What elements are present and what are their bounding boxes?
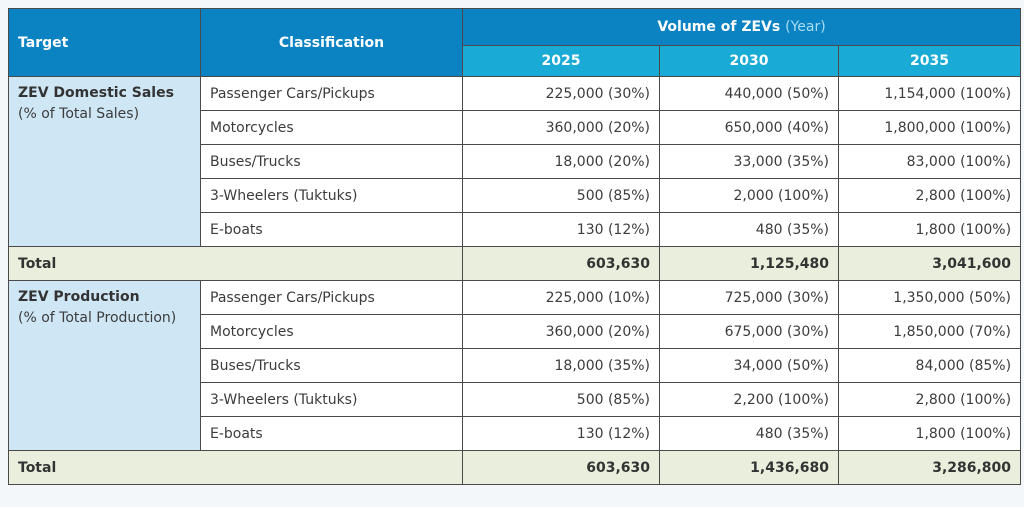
total-value: 603,630 — [462, 246, 660, 281]
value-cell: 130 (12%) — [462, 416, 660, 451]
value-cell: 500 (85%) — [462, 382, 660, 417]
total-row: Total 603,630 1,436,680 3,286,800 — [8, 450, 1022, 485]
value-cell: 650,000 (40%) — [659, 110, 839, 145]
value-cell: 1,800 (100%) — [837, 212, 1022, 247]
classification-cell: Buses/Trucks — [200, 144, 463, 179]
table-row: ZEV Production (% of Total Production) Pas… — [8, 280, 1022, 451]
classification-cell: Passenger Cars/Pickups — [200, 280, 463, 315]
total-row: Total 603,630 1,125,480 3,041,600 — [8, 246, 1022, 281]
classification-cell: Motorcycles — [200, 314, 463, 349]
table-row: 3-Wheelers (Tuktuks) 500 (85%) 2,200 (100%… — [9, 382, 1022, 417]
header-volume-title: Volume of ZEVs — [657, 19, 781, 35]
classification-cell: 3-Wheelers (Tuktuks) — [200, 382, 463, 417]
classification-cell: Buses/Trucks — [200, 348, 463, 383]
total-value: 3,041,600 — [837, 246, 1022, 281]
value-cell: 225,000 (10%) — [462, 280, 660, 315]
header-year-2035: 2035 — [837, 45, 1022, 77]
header-target: Target — [8, 8, 201, 77]
target-subtitle: (% of Total Production) — [18, 310, 177, 326]
value-cell: 1,850,000 (70%) — [837, 314, 1022, 349]
value-cell: 360,000 (20%) — [462, 314, 660, 349]
total-value: 603,630 — [462, 450, 660, 485]
table-row: Buses/Trucks 18,000 (35%) 34,000 (50%) 84,0… — [9, 348, 1022, 383]
target-cell: ZEV Domestic Sales (% of Total Sales) — [8, 76, 201, 247]
value-cell: 83,000 (100%) — [837, 144, 1022, 179]
total-value: 1,125,480 — [659, 246, 839, 281]
classification-cell: E-boats — [200, 212, 463, 247]
zev-targets-table: Target Classification Volume of ZEVs (Ye… — [8, 8, 1022, 485]
value-cell: 480 (35%) — [659, 416, 839, 451]
value-cell: 1,350,000 (50%) — [837, 280, 1022, 315]
value-cell: 84,000 (85%) — [837, 348, 1022, 383]
classification-cell: E-boats — [200, 416, 463, 451]
target-subtitle: (% of Total Sales) — [18, 106, 140, 122]
classification-cell: Passenger Cars/Pickups — [200, 76, 463, 111]
total-value: 1,436,680 — [659, 450, 839, 485]
value-cell: 18,000 (20%) — [462, 144, 660, 179]
table-row: Motorcycles 360,000 (20%) 650,000 (40%) 1,8… — [9, 110, 1022, 145]
target-title: ZEV Domestic Sales — [18, 85, 174, 101]
value-cell: 500 (85%) — [462, 178, 660, 213]
header-year-2025: 2025 — [462, 45, 660, 77]
classification-cell: 3-Wheelers (Tuktuks) — [200, 178, 463, 213]
value-cell: 360,000 (20%) — [462, 110, 660, 145]
value-cell: 130 (12%) — [462, 212, 660, 247]
table-row: 3-Wheelers (Tuktuks) 500 (85%) 2,000 (100%… — [9, 178, 1022, 213]
header-year-2030: 2030 — [659, 45, 839, 77]
header-volume: Volume of ZEVs (Year) — [461, 8, 1022, 46]
value-cell: 33,000 (35%) — [659, 144, 839, 179]
value-cell: 34,000 (50%) — [659, 348, 839, 383]
target-title: ZEV Production — [18, 289, 140, 305]
value-cell: 1,800,000 (100%) — [837, 110, 1022, 145]
value-cell: 18,000 (35%) — [462, 348, 660, 383]
value-cell: 675,000 (30%) — [659, 314, 839, 349]
total-label: Total — [8, 450, 463, 485]
target-cell: ZEV Production (% of Total Production) — [8, 280, 201, 451]
value-cell: 2,800 (100%) — [837, 382, 1022, 417]
value-cell: 1,154,000 (100%) — [837, 76, 1022, 111]
table-row: ZEV Domestic Sales (% of Total Sales) Pass… — [8, 76, 1022, 247]
value-cell: 2,000 (100%) — [659, 178, 839, 213]
value-cell: 480 (35%) — [659, 212, 839, 247]
table-row: E-boats 130 (12%) 480 (35%) 1,800 (100%) — [9, 212, 1022, 247]
total-value: 3,286,800 — [837, 450, 1022, 485]
header-volume-sub: (Year) — [785, 19, 826, 35]
value-cell: 440,000 (50%) — [659, 76, 839, 111]
classification-cell: Motorcycles — [200, 110, 463, 145]
table-row: E-boats 130 (12%) 480 (35%) 1,800 (100%) — [9, 416, 1022, 451]
header-classification: Classification — [200, 8, 463, 77]
value-cell: 725,000 (30%) — [659, 280, 839, 315]
value-cell: 2,200 (100%) — [659, 382, 839, 417]
table-row: Buses/Trucks 18,000 (20%) 33,000 (35%) 83,0… — [9, 144, 1022, 179]
total-label: Total — [8, 246, 463, 281]
value-cell: 2,800 (100%) — [837, 178, 1022, 213]
value-cell: 225,000 (30%) — [462, 76, 660, 111]
value-cell: 1,800 (100%) — [837, 416, 1022, 451]
